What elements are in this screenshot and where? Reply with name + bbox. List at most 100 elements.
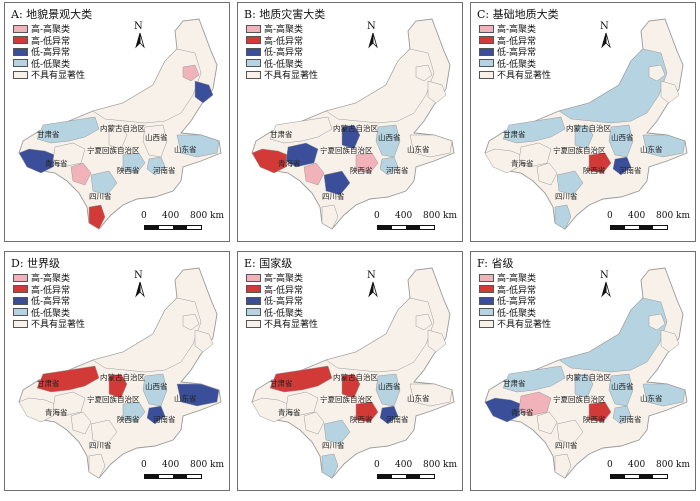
region-shaanxi-s [355,152,379,174]
legend-swatch [246,59,261,68]
legend-swatch [13,296,28,305]
region-sichuan-s [554,453,572,479]
label-qinghai: 青海省 [45,158,68,168]
region-shaanxi-s [122,401,146,423]
legend-swatch [246,285,261,294]
region-shaanxi-s [588,401,612,423]
legend-label: 高-高聚类 [497,25,537,36]
north-letter: N [600,270,609,281]
region-gansu-sw [536,411,558,435]
region-ningxia [108,373,128,399]
scale-zero: 0 [141,211,147,221]
region-shandong [176,134,220,158]
region-shaanxi-s [122,152,146,174]
legend-label: 低-低聚类 [497,59,537,70]
label-gansu: 甘肃省 [37,378,60,388]
legend-label: 高-高聚类 [264,274,304,285]
region-gansu [269,116,333,144]
label-qinghai: 青海省 [511,407,534,417]
label-neimenggu: 内蒙古自治区 [100,123,145,133]
scale-graphic [610,225,668,230]
choropleth-map: 甘肃省 内蒙古自治区 山西省 山东省 宁夏回族自治区 青海省 陕西省 河南省 四… [18,267,222,479]
legend-label: 不具有显著性 [497,320,552,331]
region-gansu-sw [70,411,92,435]
label-sichuan: 四川省 [89,440,112,450]
legend-item-hh: 高-高聚类 [479,272,551,284]
label-henan: 河南省 [153,414,176,424]
legend-label: 高-高聚类 [264,25,304,36]
north-letter: N [134,270,143,281]
region-ningxia [108,124,128,150]
legend-label: 低-高异常 [264,297,304,308]
north-arrow-icon: N [597,21,615,51]
panel-title: D: 世界级 [11,257,61,270]
map-legend: 高-高聚类 高-低异常 低-高异常 低-低聚类 不具有显著性 [13,23,85,81]
label-gansu: 甘肃省 [270,129,293,139]
legend-label: 低-低聚类 [264,308,304,319]
region-neimenggu-e [660,80,680,104]
legend-label: 低-高异常 [31,297,71,308]
legend-label: 高-高聚类 [497,274,537,285]
label-gansu: 甘肃省 [503,378,526,388]
region-neimenggu-ne [648,313,666,331]
legend-label: 不具有显著性 [31,320,86,331]
label-shaanxi: 陕西省 [583,165,606,175]
scale-graphic [610,474,668,479]
scale-zero: 0 [607,460,613,470]
region-sichuan-nw [90,419,118,445]
label-neimenggu: 内蒙古自治区 [566,372,611,382]
label-henan: 河南省 [386,165,409,175]
legend-item-ns: 不具有显著性 [13,318,85,330]
scale-mid: 400 [395,211,413,221]
legend-item-hh: 高-高聚类 [13,23,85,35]
label-shandong: 山东省 [640,393,663,403]
label-sichuan: 四川省 [555,440,578,450]
legend-swatch [13,308,28,317]
legend-swatch [246,24,261,33]
scale-bar: 0 400 800 km [138,211,224,237]
label-qinghai: 青海省 [511,158,534,168]
label-shaanxi: 陕西省 [117,165,140,175]
region-shandong [642,383,686,407]
region-shandong [642,134,686,158]
panel-title: F: 省级 [477,257,514,270]
region-gansu-sw [536,162,558,186]
scale-end: 800 km [656,460,691,470]
panel-title: A: 地貌景观大类 [11,8,93,21]
legend-item-lh: 低-高异常 [479,46,551,58]
region-henan-w [379,405,399,425]
scale-bar: 0 400 800 km [604,460,690,486]
legend-item-hl: 高-低异常 [13,35,85,47]
legend-label: 低-低聚类 [264,59,304,70]
label-henan: 河南省 [619,165,642,175]
legend-item-lh: 低-高异常 [13,46,85,58]
region-qinghai-e [285,142,319,168]
legend-swatch [246,319,261,328]
legend-label: 低-高异常 [31,48,71,59]
region-sichuan-s [88,204,106,230]
legend-swatch [479,70,494,79]
region-neimenggu-e [427,329,447,353]
legend-item-lh: 低-高异常 [13,295,85,307]
legend-swatch [246,308,261,317]
label-gansu: 甘肃省 [37,129,60,139]
label-neimenggu: 内蒙古自治区 [566,123,611,133]
legend-item-ll: 低-低聚类 [246,307,318,319]
scale-bar: 0 400 800 km [371,460,457,486]
label-neimenggu: 内蒙古自治区 [333,372,378,382]
label-henan: 河南省 [153,165,176,175]
north-arrow-icon: N [131,21,149,51]
map-panel-a: 甘肃省 内蒙古自治区 山西省 山东省 宁夏回族自治区 青海省 陕西省 河南省 四… [4,2,230,242]
legend-item-hl: 高-低异常 [246,35,318,47]
label-qinghai: 青海省 [278,158,301,168]
legend-label: 低-高异常 [497,297,537,308]
scale-end: 800 km [423,211,458,221]
label-sichuan: 四川省 [322,440,345,450]
map-panel-b: 甘肃省 内蒙古自治区 山西省 山东省 宁夏回族自治区 青海省 陕西省 河南省 四… [237,2,463,242]
region-sichuan-nw [556,419,584,445]
legend-swatch [479,24,494,33]
scale-end: 800 km [190,460,225,470]
legend-swatch [13,59,28,68]
legend-item-hl: 高-低异常 [479,35,551,47]
legend-swatch [246,47,261,56]
